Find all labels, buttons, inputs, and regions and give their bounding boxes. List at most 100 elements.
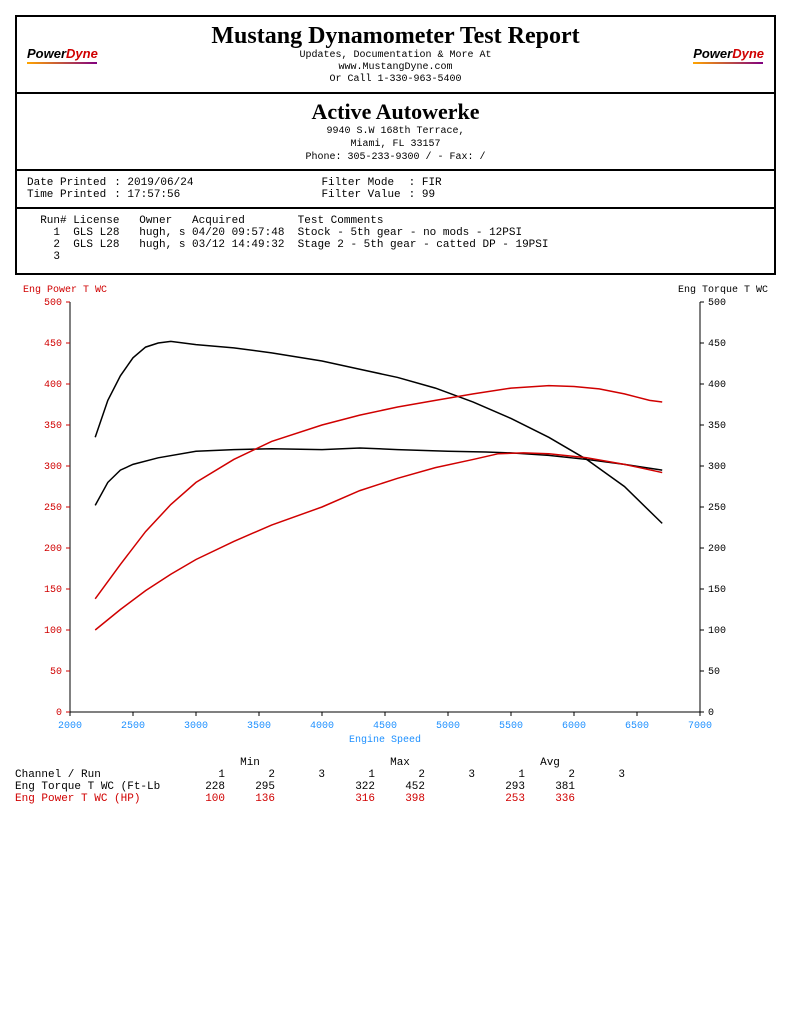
meta-time-label: Time Printed (27, 189, 106, 201)
svg-text:400: 400 (44, 380, 62, 391)
stats-cell (275, 793, 325, 805)
svg-text:2000: 2000 (58, 721, 82, 732)
svg-text:5000: 5000 (436, 721, 460, 732)
meta-vals-2: : FIR : 99 (409, 177, 442, 201)
header-center: Mustang Dynamometer Test Report Updates,… (98, 23, 693, 86)
svg-text:250: 250 (44, 503, 62, 514)
stats-cell: 293 (475, 781, 525, 793)
chart-area: Eng Power T WC Eng Torque T WC 005050100… (15, 287, 776, 747)
stats-cell (425, 781, 475, 793)
stats-cell (575, 793, 625, 805)
company-addr1: 9940 S.W 168th Terrace, (27, 125, 764, 138)
svg-text:300: 300 (708, 462, 726, 473)
meta-box: Date Printed Time Printed : 2019/06/24 :… (15, 171, 776, 209)
company-addr2: Miami, FL 33157 (27, 138, 764, 151)
svg-text:0: 0 (708, 708, 714, 719)
stats-cell: 3 (575, 769, 625, 781)
company-name: Active Autowerke (27, 99, 764, 125)
stats-power-row: Eng Power T WC (HP) 100136316398253336 (15, 793, 776, 805)
svg-text:200: 200 (708, 544, 726, 555)
stats-cell (575, 781, 625, 793)
svg-text:300: 300 (44, 462, 62, 473)
stats-cell: 228 (175, 781, 225, 793)
stats-torque-label: Eng Torque T WC (Ft-Lb (15, 781, 175, 793)
stats-cell: 2 (525, 769, 575, 781)
stats-channel-label: Channel / Run (15, 769, 175, 781)
logo-text-dyne-r: Dyne (732, 46, 764, 61)
meta-fmode-label: Filter Mode (321, 177, 394, 189)
meta-date-label: Date Printed (27, 177, 106, 189)
stats-cell: 3 (425, 769, 475, 781)
stats-min-header: Min (175, 757, 325, 769)
svg-text:500: 500 (44, 298, 62, 309)
meta-fval-val: 99 (422, 189, 435, 201)
logo-text-power-r: Power (693, 46, 732, 61)
stats-power-vals: 100136316398253336 (175, 793, 625, 805)
y-axis-label-right: Eng Torque T WC (678, 285, 768, 296)
svg-text:100: 100 (708, 626, 726, 637)
logo-left: PowerDyne (27, 46, 98, 64)
header-box: PowerDyne Mustang Dynamometer Test Repor… (15, 15, 776, 94)
runs-row-2: 2 GLS L28 hugh, s 03/12 14:49:32 Stage 2… (27, 239, 549, 251)
meta-fmode-val: FIR (422, 177, 442, 189)
svg-text:6500: 6500 (625, 721, 649, 732)
meta-labels-2: Filter Mode Filter Value (321, 177, 400, 201)
stats-cell: 136 (225, 793, 275, 805)
company-phone: Phone: 305-233-9300 / - Fax: / (27, 151, 764, 164)
svg-text:2500: 2500 (121, 721, 145, 732)
svg-text:350: 350 (708, 421, 726, 432)
svg-text:5500: 5500 (499, 721, 523, 732)
logo-text-dyne: Dyne (66, 46, 98, 61)
company-box: Active Autowerke 9940 S.W 168th Terrace,… (15, 94, 776, 171)
svg-text:150: 150 (708, 585, 726, 596)
report-sub1: Updates, Documentation & More At (98, 50, 693, 62)
svg-text:3000: 3000 (184, 721, 208, 732)
stats-cell: 1 (175, 769, 225, 781)
stats-cell: 381 (525, 781, 575, 793)
stats-cell: 316 (325, 793, 375, 805)
stats-table: Min Max Avg Channel / Run 123123123 Eng … (15, 757, 776, 805)
stats-cell: 1 (325, 769, 375, 781)
report-sub2: www.MustangDyne.com (98, 62, 693, 74)
stats-col-numbers: 123123123 (175, 769, 625, 781)
runs-row-3: 3 (27, 251, 60, 263)
svg-text:100: 100 (44, 626, 62, 637)
logo-right: PowerDyne (693, 46, 764, 64)
svg-text:350: 350 (44, 421, 62, 432)
stats-blank (15, 757, 175, 769)
stats-cell: 1 (475, 769, 525, 781)
runs-header: Run# License Owner Acquired Test Comment… (27, 215, 383, 227)
report-sub3: Or Call 1-330-963-5400 (98, 74, 693, 86)
stats-cell: 100 (175, 793, 225, 805)
stats-avg-header: Avg (475, 757, 625, 769)
stats-col-header: Channel / Run 123123123 (15, 769, 776, 781)
svg-text:3500: 3500 (247, 721, 271, 732)
stats-cell: 2 (375, 769, 425, 781)
stats-max-header: Max (325, 757, 475, 769)
svg-text:6000: 6000 (562, 721, 586, 732)
svg-text:500: 500 (708, 298, 726, 309)
svg-text:250: 250 (708, 503, 726, 514)
stats-torque-vals: 228295322452293381 (175, 781, 625, 793)
stats-header-groups: Min Max Avg (15, 757, 776, 769)
stats-cell: 253 (475, 793, 525, 805)
stats-cell: 295 (225, 781, 275, 793)
logo-underline-icon-r (693, 62, 763, 64)
meta-date-val: 2019/06/24 (127, 177, 193, 189)
svg-text:Engine Speed: Engine Speed (349, 734, 421, 746)
stats-cell: 3 (275, 769, 325, 781)
svg-text:450: 450 (708, 339, 726, 350)
svg-text:4500: 4500 (373, 721, 397, 732)
logo-underline-icon (27, 62, 97, 64)
stats-cell: 398 (375, 793, 425, 805)
svg-text:7000: 7000 (688, 721, 712, 732)
svg-text:50: 50 (50, 667, 62, 678)
stats-torque-row: Eng Torque T WC (Ft-Lb 22829532245229338… (15, 781, 776, 793)
logo-text-power: Power (27, 46, 66, 61)
svg-text:400: 400 (708, 380, 726, 391)
meta-fval-label: Filter Value (321, 189, 400, 201)
stats-cell: 2 (225, 769, 275, 781)
runs-box: Run# License Owner Acquired Test Comment… (15, 209, 776, 275)
svg-text:50: 50 (708, 667, 720, 678)
stats-cell (275, 781, 325, 793)
